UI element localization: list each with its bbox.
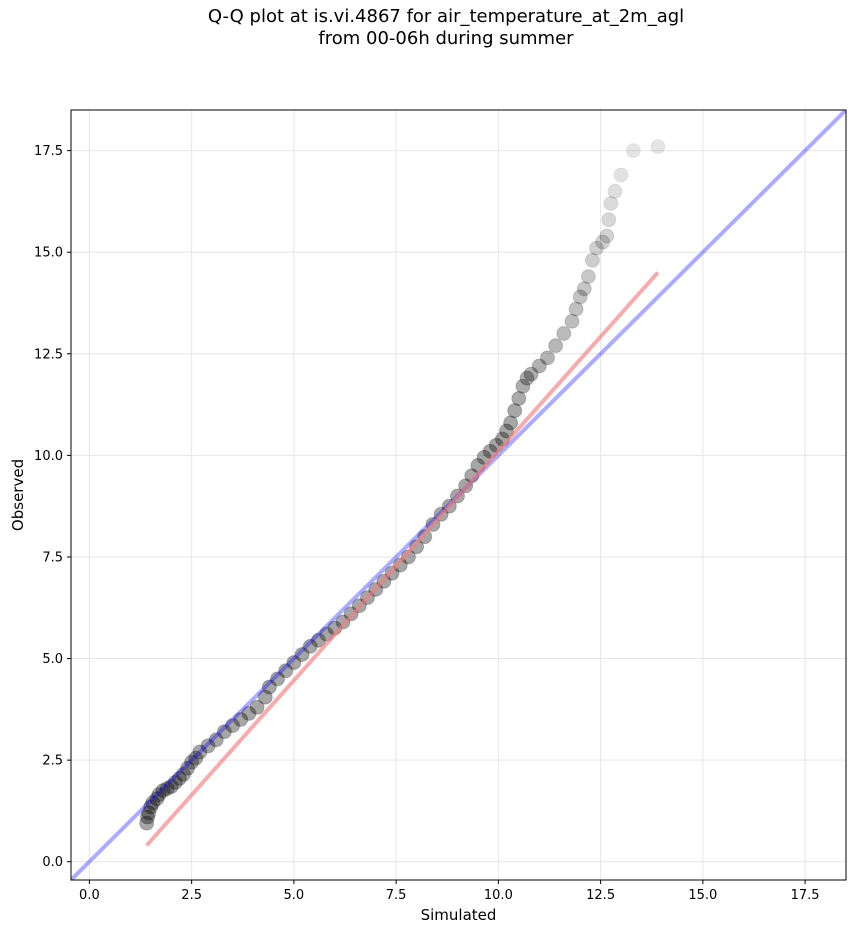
qq-point (607, 183, 623, 199)
qq-point (580, 269, 596, 285)
qq-point (257, 689, 273, 705)
qq-point (335, 614, 351, 630)
qq-point (175, 766, 191, 782)
qq-point (163, 779, 179, 795)
qq-point (286, 655, 302, 671)
qq-point (141, 805, 157, 821)
qq-point (556, 325, 572, 341)
x-tick-label: 5.0 (284, 888, 305, 903)
qq-point (171, 770, 187, 786)
y-tick-label: 12.5 (34, 347, 63, 362)
qq-point (167, 774, 183, 790)
data-points (139, 139, 666, 831)
y-tick-label: 7.5 (42, 550, 63, 565)
qq-point (572, 289, 588, 305)
qq-point (507, 403, 523, 419)
qq-point (499, 423, 515, 439)
qq-point (151, 787, 167, 803)
qq-point (601, 212, 617, 228)
qq-point (503, 415, 519, 431)
qq-point (249, 699, 265, 715)
y-tick-label: 10.0 (34, 449, 63, 464)
qq-point (548, 338, 564, 354)
axis-ticks: 0.0 2.5 5.0 7.5 10.0 12.5 15.0 17.5 0.0 2.5 5.0 7.5… (34, 144, 820, 903)
y-tick-label: 0.0 (42, 855, 63, 870)
qq-point (139, 815, 155, 831)
qq-point (149, 791, 165, 807)
x-axis-label: Simulated (421, 906, 497, 924)
qq-point (310, 632, 326, 648)
qq-point (539, 350, 555, 366)
qq-point (603, 195, 619, 211)
plot-frame (70, 109, 847, 881)
x-tick-label: 2.5 (181, 888, 202, 903)
qq-point (302, 638, 318, 654)
qq-point (278, 663, 294, 679)
qq-point (531, 358, 547, 374)
qq-point (261, 679, 277, 695)
qq-point (225, 718, 241, 734)
qq-point (599, 228, 615, 244)
qq-point (216, 724, 232, 740)
x-tick-label: 7.5 (386, 888, 407, 903)
grid (71, 110, 846, 880)
qq-point (145, 795, 161, 811)
y-tick-label: 5.0 (42, 652, 63, 667)
chart-title: Q-Q plot at is.vi.4867 for air_temperatu… (0, 6, 856, 50)
qq-point (294, 646, 310, 662)
qq-point (519, 370, 535, 386)
qq-point (155, 783, 171, 799)
qq-point (650, 139, 666, 155)
qq-point (409, 539, 425, 555)
qq-point (233, 711, 249, 727)
chart-title-line-2: from 00-06h during summer (318, 28, 574, 49)
qq-point (511, 390, 527, 406)
qq-point (564, 313, 580, 329)
x-tick-label: 0.0 (79, 888, 100, 903)
x-tick-label: 17.5 (791, 888, 820, 903)
qq-point (625, 143, 641, 159)
qq-point (589, 240, 605, 256)
qq-point (139, 809, 155, 825)
qq-point (180, 760, 196, 776)
reference-lines (71, 110, 846, 880)
y-axis-label: Observed (9, 459, 27, 531)
qq-point (613, 167, 629, 183)
qq-point (584, 252, 600, 268)
qq-point (523, 366, 539, 382)
qq-point (392, 557, 408, 573)
qq-point (568, 301, 584, 317)
qq-point (208, 732, 224, 748)
qq-point (143, 799, 159, 815)
qq-point (159, 781, 175, 797)
qq-point (188, 750, 204, 766)
x-tick-label: 15.0 (688, 888, 717, 903)
qq-point (576, 281, 592, 297)
y-tick-label: 17.5 (34, 144, 63, 159)
qq-point (200, 738, 216, 754)
fit-line (145, 271, 660, 847)
qq-point (515, 378, 531, 394)
qq-point (192, 744, 208, 760)
qq-point (184, 754, 200, 770)
y-tick-label: 2.5 (42, 754, 63, 769)
qq-point (270, 671, 286, 687)
chart-title-line-1: Q-Q plot at is.vi.4867 for air_temperatu… (207, 6, 685, 27)
x-tick-label: 10.0 (484, 888, 513, 903)
y-tick-label: 15.0 (34, 246, 63, 261)
qq-point (595, 234, 611, 250)
x-tick-label: 12.5 (586, 888, 615, 903)
qq-point (241, 705, 257, 721)
